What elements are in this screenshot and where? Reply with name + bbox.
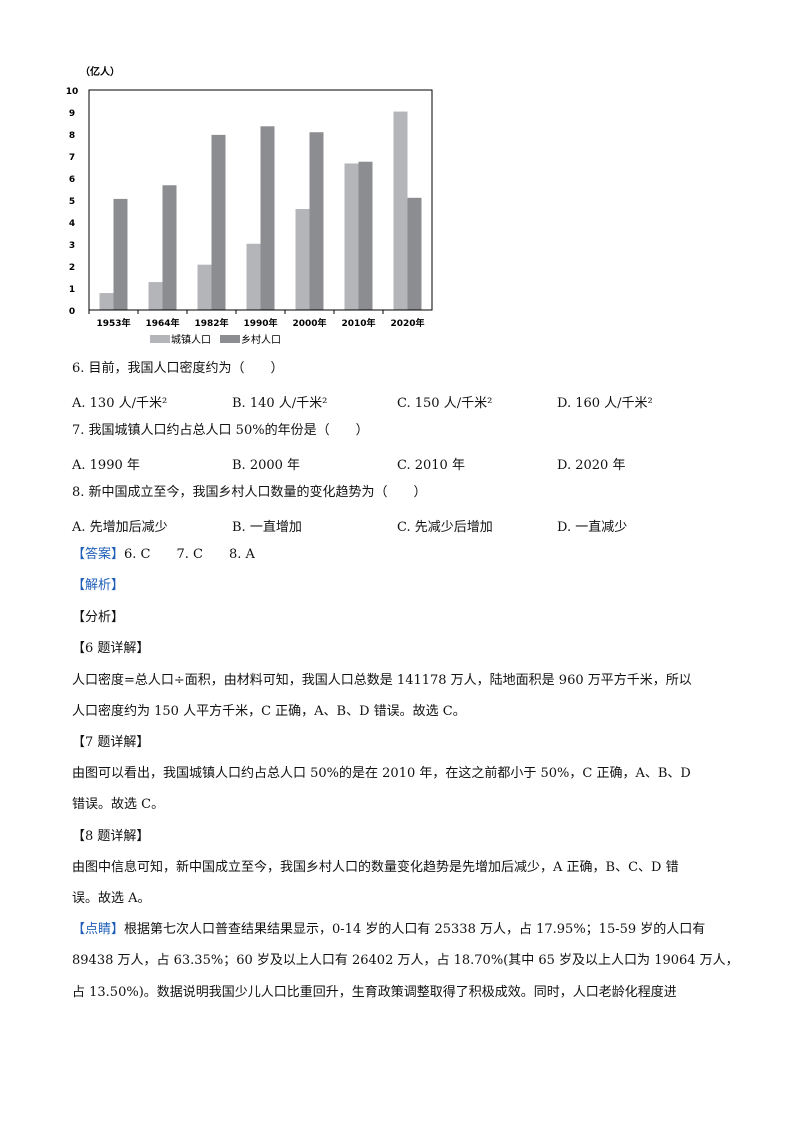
q7-option-d: D. 2020 年 bbox=[557, 458, 626, 473]
x-tick-label: 1964年 bbox=[145, 317, 179, 329]
y-tick-label: 1 bbox=[69, 285, 75, 295]
detail-6-line: 人口密度=总人口÷面积，由材料可知，我国人口总数是 141178 万人，陆地面积… bbox=[72, 673, 692, 688]
detail-8-line: 由图中信息可知，新中国成立至今，我国乡村人口的数量变化趋势是先增加后减少，A 正… bbox=[72, 860, 679, 875]
legend-swatch bbox=[150, 335, 170, 343]
x-tick-label: 2010年 bbox=[341, 317, 375, 329]
bar-urban bbox=[99, 293, 114, 310]
y-tick-label: 3 bbox=[69, 241, 75, 251]
detail-7-heading: 【7 题详解】 bbox=[72, 735, 150, 750]
y-axis-label: （亿人） bbox=[80, 65, 120, 78]
dianjing-text: 根据第七次人口普查结果结果显示，0-14 岁的人口有 25338 万人，占 17… bbox=[124, 922, 706, 937]
y-tick-label: 0 bbox=[69, 307, 75, 317]
legend-swatch bbox=[220, 335, 240, 343]
y-tick-label: 10 bbox=[66, 87, 79, 97]
x-tick-label: 1982年 bbox=[194, 317, 228, 329]
y-tick-label: 2 bbox=[69, 263, 75, 273]
y-tick-label: 9 bbox=[69, 109, 75, 119]
legend-label: 乡村人口 bbox=[241, 333, 281, 346]
jiexi-heading: 【解析】 bbox=[72, 578, 125, 593]
question-8: 8. 新中国成立至今，我国乡村人口数量的变化趋势为（ ） bbox=[72, 485, 427, 500]
q6-option-c: C. 150 人/千米² bbox=[397, 396, 493, 411]
legend-label: 城镇人口 bbox=[171, 333, 211, 346]
bar-rural bbox=[211, 134, 226, 310]
y-tick-label: 8 bbox=[69, 131, 75, 141]
bar-rural bbox=[260, 126, 275, 310]
bar-urban bbox=[197, 264, 212, 310]
bar-urban bbox=[344, 163, 359, 310]
q7-option-b: B. 2000 年 bbox=[232, 458, 301, 473]
q7-option-c: C. 2010 年 bbox=[397, 458, 465, 473]
dianjing-line: 【点睛】根据第七次人口普查结果结果显示，0-14 岁的人口有 25338 万人，… bbox=[72, 922, 705, 938]
detail-7-line: 由图可以看出，我国城镇人口约占总人口 50%的是在 2010 年，在这之前都小于… bbox=[72, 766, 691, 781]
fenxi-heading: 【分析】 bbox=[72, 610, 125, 625]
detail-8-line: 误。故选 A。 bbox=[72, 891, 151, 906]
q8-option-b: B. 一直增加 bbox=[232, 520, 302, 535]
answer-tag: 【答案】 bbox=[72, 547, 125, 562]
dianjing-line: 89438 万人，占 63.35%；60 岁及以上人口有 26402 万人，占 … bbox=[72, 953, 739, 968]
answer-line: 【答案】6. C 7. C 8. A bbox=[72, 547, 255, 563]
detail-6-line: 人口密度约为 150 人平方千米，C 正确，A、B、D 错误。故选 C。 bbox=[72, 704, 466, 719]
x-tick-label: 2000年 bbox=[292, 317, 326, 329]
y-tick-label: 6 bbox=[69, 175, 75, 185]
y-tick-label: 4 bbox=[69, 219, 75, 229]
bar-rural bbox=[407, 197, 422, 310]
x-tick-label: 2020年 bbox=[390, 317, 424, 329]
dianjing-tag: 【点睛】 bbox=[72, 922, 125, 937]
detail-7-line: 错误。故选 C。 bbox=[72, 797, 165, 812]
q8-option-d: D. 一直减少 bbox=[557, 520, 628, 535]
q6-option-b: B. 140 人/千米² bbox=[232, 396, 328, 411]
x-tick-label: 1953年 bbox=[96, 317, 130, 329]
bar-rural bbox=[162, 185, 177, 310]
bar-urban bbox=[393, 111, 408, 310]
y-tick-label: 7 bbox=[69, 153, 75, 163]
bar-urban bbox=[295, 209, 310, 310]
dianjing-line: 占 13.50%)。数据说明我国少儿人口比重回升，生育政策调整取得了积极成效。同… bbox=[72, 985, 677, 1000]
population-bar-chart: （亿人） 0 1 2 3 4 5 6 7 8 9 10 1953年 1964年 1982年 1990年 2000… bbox=[66, 65, 433, 346]
plot-frame bbox=[88, 89, 433, 311]
answer-text: 6. C 7. C 8. A bbox=[124, 547, 255, 562]
question-6: 6. 目前，我国人口密度约为（ ） bbox=[72, 361, 284, 376]
q6-option-d: D. 160 人/千米² bbox=[557, 396, 653, 411]
detail-8-heading: 【8 题详解】 bbox=[72, 829, 150, 844]
x-tick-label: 1990年 bbox=[243, 317, 277, 329]
y-tick-label: 5 bbox=[69, 197, 75, 207]
q8-option-c: C. 先减少后增加 bbox=[397, 520, 493, 535]
q7-option-a: A. 1990 年 bbox=[72, 458, 140, 473]
bar-urban bbox=[246, 243, 261, 310]
bar-rural bbox=[309, 132, 324, 310]
detail-6-heading: 【6 题详解】 bbox=[72, 641, 150, 656]
q6-option-a: A. 130 人/千米² bbox=[72, 396, 168, 411]
bar-rural bbox=[113, 198, 128, 310]
q8-option-a: A. 先增加后减少 bbox=[72, 520, 168, 535]
bar-urban bbox=[148, 282, 163, 310]
bar-rural bbox=[358, 161, 373, 310]
question-7: 7. 我国城镇人口约占总人口 50%的年份是（ ） bbox=[72, 423, 369, 438]
